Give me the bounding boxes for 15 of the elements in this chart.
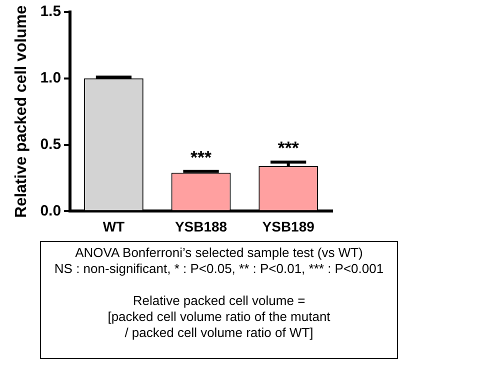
y-axis-title: Relative packed cell volume (13, 5, 30, 218)
text: [packed cell volume ratio of the mutant (106, 309, 332, 325)
y-tick-label: 1.5 (40, 3, 62, 20)
text: ANOVA Bonferroni’s selected sample test (vs WT) (74, 245, 364, 261)
annotation: *** (190, 147, 212, 168)
x-tick-label: YSB189 (262, 218, 315, 234)
x-tick-label: WT (102, 218, 126, 234)
y-tick-label: 1.0 (40, 70, 62, 87)
text: NS : non-significant, * : P<0.05, ** : P<0.01, *** : P<0.001 (53, 261, 385, 277)
text: / packed cell volume ratio of WT] (124, 325, 314, 341)
text: Relative packed cell volume = (132, 293, 306, 309)
y-tick-label: 0.5 (40, 136, 62, 153)
x-tick-label: YSB188 (174, 218, 228, 234)
y-tick-label: 0.0 (40, 202, 62, 220)
annotation: *** (278, 138, 299, 158)
